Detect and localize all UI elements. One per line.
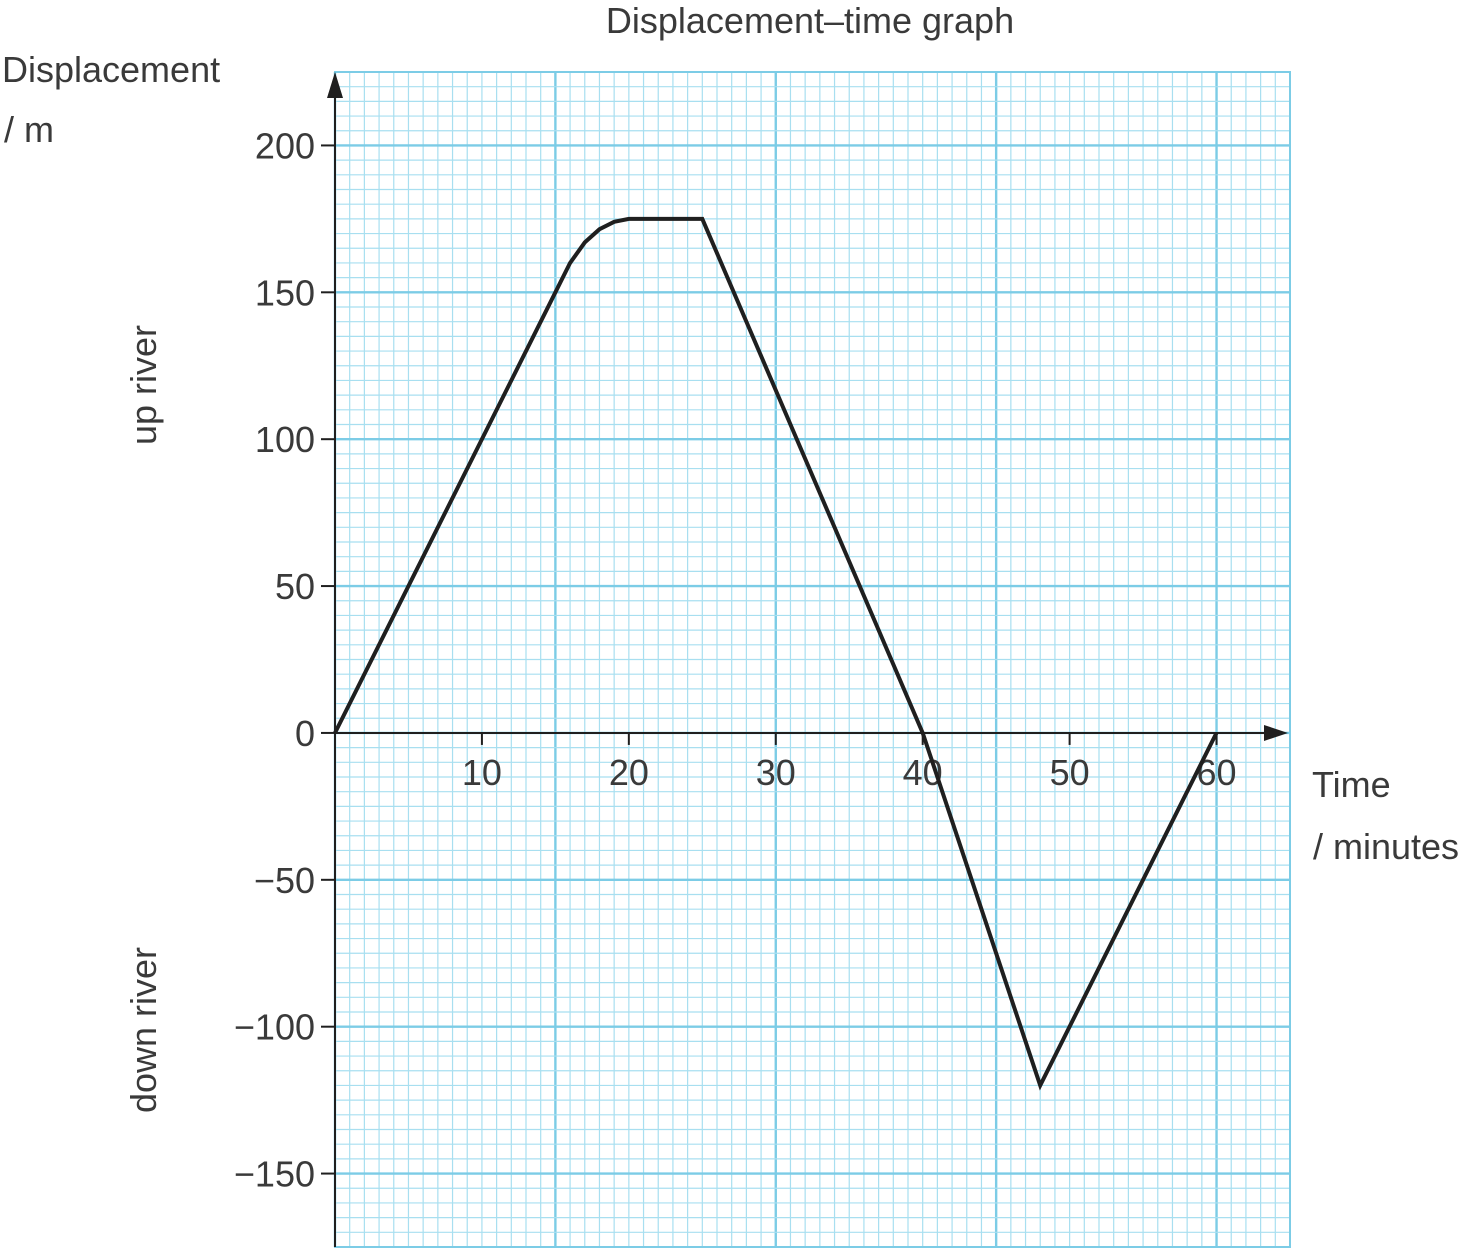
- grid-lines: [333, 71, 1291, 1248]
- axes: [327, 72, 1288, 1247]
- y-tick-label: 50: [275, 566, 315, 607]
- series-line: [333, 216, 1219, 1091]
- y-axis-unit: / m: [4, 109, 54, 150]
- y-tick-label: −100: [234, 1007, 315, 1048]
- x-axis-label: Time: [1312, 764, 1391, 805]
- y-axis-arrowhead: [327, 72, 343, 98]
- x-tick-label: 10: [462, 752, 502, 793]
- x-tick-label: 30: [756, 752, 796, 793]
- y-tick-label: 150: [255, 272, 315, 313]
- y-tick-label: 0: [295, 713, 315, 754]
- y-tick-label: 200: [255, 125, 315, 166]
- up-river-annotation: up river: [123, 325, 164, 445]
- x-tick-label: 50: [1050, 752, 1090, 793]
- down-river-annotation: down river: [123, 947, 164, 1113]
- x-axis-arrowhead: [1264, 724, 1288, 741]
- chart-title: Displacement–time graph: [606, 0, 1014, 41]
- y-tick-label: −50: [254, 860, 315, 901]
- y-axis-label: Displacement: [2, 49, 220, 90]
- y-tick-label: −150: [234, 1154, 315, 1195]
- x-tick-label: 20: [609, 752, 649, 793]
- x-axis-unit: / minutes: [1313, 826, 1459, 867]
- y-tick-label: 100: [255, 419, 315, 460]
